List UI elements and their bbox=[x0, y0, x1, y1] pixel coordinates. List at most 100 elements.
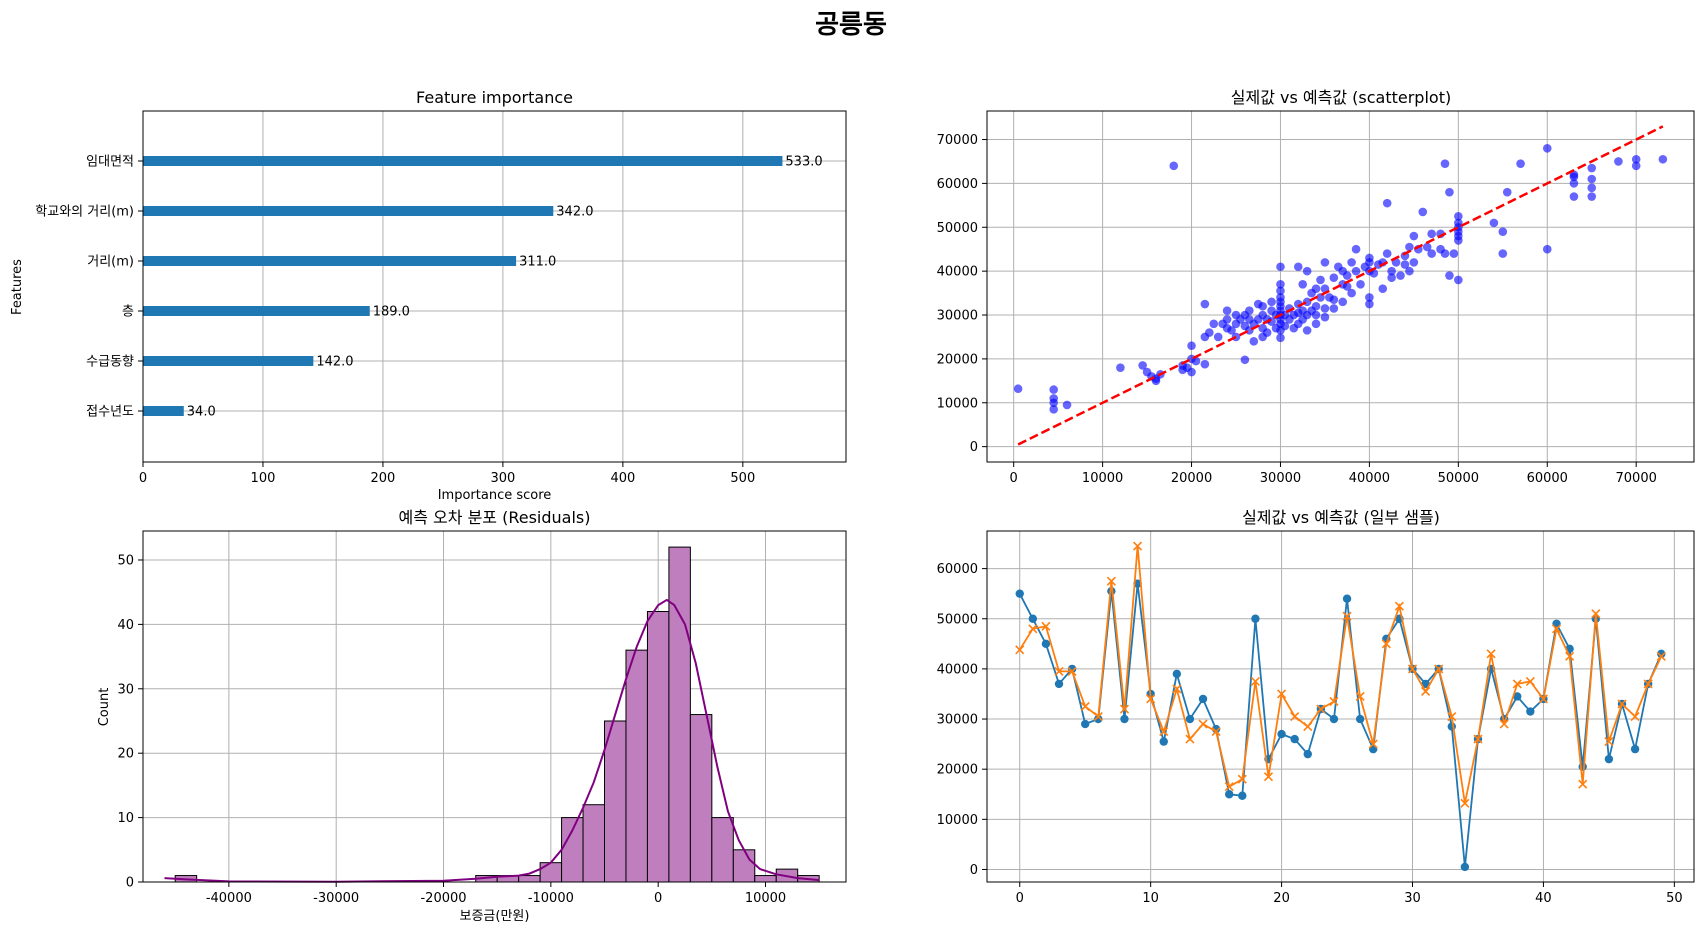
importance-xtick-label: 500 bbox=[730, 471, 755, 486]
scatter-point bbox=[1222, 306, 1232, 315]
scatter-point bbox=[1405, 242, 1414, 252]
scatter-point bbox=[1311, 301, 1321, 311]
samples-series-1-point bbox=[1290, 734, 1299, 744]
scatter-point bbox=[1351, 266, 1361, 276]
importance-value-label: 311.0 bbox=[519, 255, 556, 270]
samples-series-2-point bbox=[1604, 737, 1614, 747]
samples-series-2-point bbox=[1643, 679, 1653, 689]
residuals-bin bbox=[582, 804, 606, 883]
scatter-point bbox=[1631, 161, 1641, 171]
samples-series-2-point bbox=[1132, 541, 1143, 551]
scatter-point bbox=[1382, 249, 1392, 258]
residuals-ytick-label: 0 bbox=[126, 876, 134, 891]
scatter-point bbox=[1454, 218, 1463, 228]
scatter-point bbox=[1569, 179, 1579, 188]
scatter-point bbox=[1440, 159, 1450, 168]
samples-series-2-point bbox=[1080, 701, 1090, 712]
residuals-bin bbox=[561, 817, 584, 883]
scatter-reference-line bbox=[1017, 125, 1664, 446]
samples-series-2-point bbox=[1434, 664, 1444, 674]
scatter-point bbox=[1587, 183, 1597, 193]
scatter-point bbox=[1245, 306, 1254, 315]
scatter-point bbox=[1293, 262, 1303, 272]
scatter-xtick-label: 10000 bbox=[1082, 471, 1123, 486]
scatter-point bbox=[1498, 249, 1508, 258]
scatter-point bbox=[1400, 260, 1410, 269]
samples-series-2-point bbox=[1617, 699, 1627, 709]
scatter-point bbox=[1449, 249, 1459, 258]
samples-series-1-point bbox=[1526, 707, 1535, 716]
samples-frame bbox=[986, 530, 1695, 883]
residuals-bin bbox=[604, 720, 627, 883]
samples-series-2-point bbox=[1211, 727, 1221, 737]
samples-ytick-label: 30000 bbox=[937, 713, 978, 728]
scatter-point bbox=[1187, 341, 1196, 351]
scatter-xtick-label: 60000 bbox=[1527, 471, 1568, 486]
scatter-xtick-label: 40000 bbox=[1349, 471, 1390, 486]
scatter-ytick-label: 40000 bbox=[937, 265, 978, 280]
scatter-point bbox=[1329, 304, 1339, 313]
scatter-point bbox=[1276, 333, 1285, 343]
samples-series-2-point bbox=[1447, 711, 1457, 722]
samples-series-1-point bbox=[1120, 714, 1129, 724]
importance-bar bbox=[143, 156, 783, 166]
residuals-ylabel: Count bbox=[97, 688, 112, 727]
scatter-point bbox=[1365, 293, 1374, 302]
samples-series-2-point bbox=[1407, 664, 1418, 674]
samples-xtick-label: 50 bbox=[1666, 891, 1683, 906]
residuals-ytick-label: 30 bbox=[117, 682, 134, 697]
scatter-xtick-label: 50000 bbox=[1438, 471, 1479, 486]
scatter-point bbox=[1062, 400, 1072, 410]
importance-xtick-label: 300 bbox=[490, 471, 515, 486]
scatter-point bbox=[1587, 163, 1597, 173]
samples-series-1-point bbox=[1342, 594, 1352, 603]
samples-series-2-point bbox=[1421, 686, 1431, 697]
scatter-ytick-label: 50000 bbox=[937, 221, 978, 236]
samples-series-2-point bbox=[1591, 609, 1601, 619]
scatter-frame bbox=[986, 110, 1695, 463]
samples-series-2-point bbox=[1028, 624, 1038, 634]
scatter-title: 실제값 vs 예측값 (scatterplot) bbox=[1231, 88, 1451, 107]
samples-ytick-label: 20000 bbox=[937, 763, 978, 778]
scatter-xtick-label: 20000 bbox=[1171, 471, 1212, 486]
samples-series-2-point bbox=[1185, 734, 1195, 744]
samples-series-2-point bbox=[1525, 676, 1535, 686]
scatter-point bbox=[1587, 174, 1597, 184]
scatter-point bbox=[1342, 271, 1352, 280]
scatter-point bbox=[1222, 315, 1232, 324]
residuals-ytick-label: 40 bbox=[117, 618, 134, 633]
samples-series-1-point bbox=[1329, 714, 1339, 724]
scatter-point bbox=[1405, 266, 1414, 276]
samples-series-2-point bbox=[1551, 624, 1562, 634]
scatter-xtick-label: 70000 bbox=[1616, 471, 1657, 486]
samples-series-2-point bbox=[1578, 779, 1588, 789]
importance-bar bbox=[143, 406, 184, 416]
scatter-point bbox=[1227, 326, 1236, 335]
scatter-point bbox=[1258, 301, 1267, 311]
samples-series-2-point bbox=[1172, 684, 1182, 694]
samples-series-2-point bbox=[1342, 611, 1352, 621]
importance-chart: Feature importance Importance score Feat… bbox=[10, 88, 847, 503]
residuals-xtick-label: -40000 bbox=[206, 891, 252, 906]
scatter-point bbox=[1013, 384, 1023, 394]
scatter-point bbox=[1320, 312, 1330, 322]
samples-series-2-point bbox=[1630, 711, 1640, 722]
samples-ytick-label: 10000 bbox=[937, 813, 978, 828]
residuals-ytick-label: 50 bbox=[117, 553, 134, 568]
importance-value-label: 34.0 bbox=[187, 405, 216, 420]
scatter-point bbox=[1240, 355, 1250, 365]
samples-series-2-point bbox=[1106, 576, 1116, 586]
scatter-point bbox=[1276, 262, 1285, 272]
samples-series-2-point bbox=[1146, 694, 1156, 704]
scatter-point bbox=[1347, 258, 1356, 267]
residuals-title: 예측 오차 분포 (Residuals) bbox=[399, 508, 591, 527]
residuals-xtick-label: -10000 bbox=[528, 891, 574, 906]
scatter-point bbox=[1302, 266, 1312, 276]
scatter-point bbox=[1338, 297, 1348, 307]
scatter-ytick-label: 70000 bbox=[937, 133, 978, 148]
samples-series-2-point bbox=[1041, 621, 1051, 631]
scatter-point bbox=[1347, 288, 1356, 298]
samples-series-2-point bbox=[1224, 782, 1234, 792]
samples-series-2-point bbox=[1119, 704, 1130, 714]
